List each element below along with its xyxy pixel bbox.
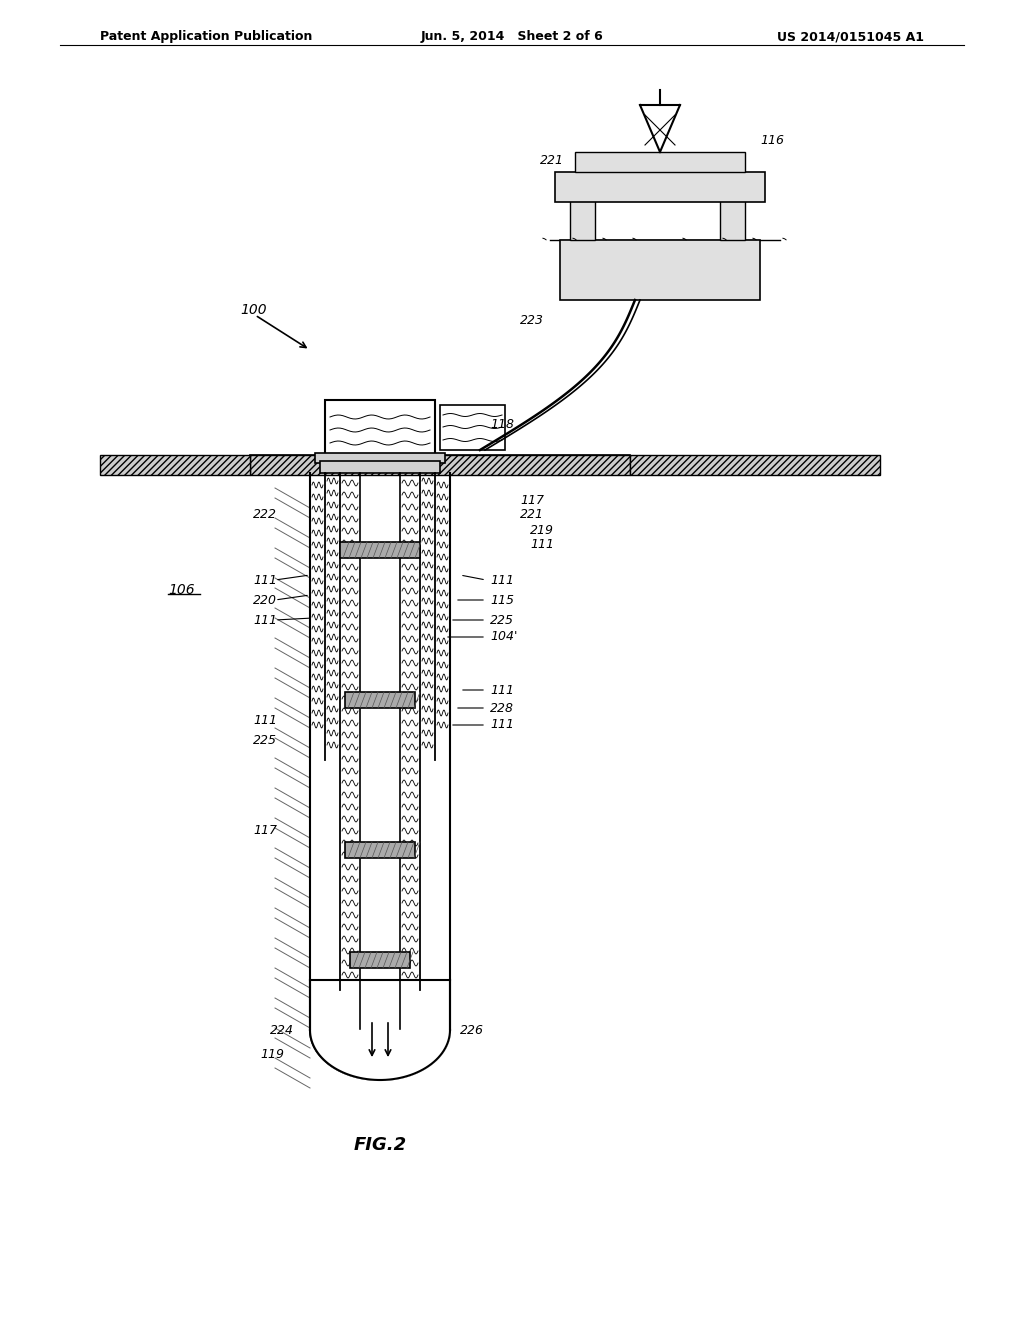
Bar (720, 201, 745, 240)
Bar (340, 543, 420, 558)
Text: 104': 104' (490, 631, 517, 644)
Text: 221: 221 (540, 153, 564, 166)
Text: 115: 115 (490, 594, 514, 606)
Bar (319, 461, 440, 473)
Text: 111: 111 (490, 684, 514, 697)
Bar (630, 455, 880, 475)
Bar (345, 842, 415, 858)
Text: 119: 119 (260, 1048, 284, 1061)
Text: 226: 226 (460, 1023, 484, 1036)
Bar (350, 952, 410, 968)
Text: 111: 111 (530, 539, 554, 552)
Bar (100, 455, 250, 475)
Text: 117: 117 (520, 494, 544, 507)
Bar (325, 400, 435, 455)
Bar (555, 172, 765, 202)
Text: US 2014/0151045 A1: US 2014/0151045 A1 (777, 30, 924, 44)
Bar (570, 201, 595, 240)
Text: 111: 111 (253, 714, 278, 726)
Text: 118: 118 (490, 418, 514, 432)
Text: 100: 100 (240, 304, 266, 317)
Text: 111: 111 (253, 614, 278, 627)
Text: 220: 220 (253, 594, 278, 606)
Text: 111: 111 (490, 573, 514, 586)
Bar (440, 405, 505, 450)
Bar (575, 152, 745, 172)
Text: 116: 116 (760, 133, 784, 147)
Text: 222: 222 (253, 508, 278, 521)
Text: Jun. 5, 2014   Sheet 2 of 6: Jun. 5, 2014 Sheet 2 of 6 (421, 30, 603, 44)
Text: 111: 111 (490, 718, 514, 731)
Text: 225: 225 (253, 734, 278, 747)
Text: Patent Application Publication: Patent Application Publication (100, 30, 312, 44)
Bar (315, 453, 445, 463)
Text: 221: 221 (520, 508, 544, 521)
Text: 225: 225 (490, 614, 514, 627)
Text: 224: 224 (270, 1023, 294, 1036)
Bar (250, 455, 630, 475)
Text: 228: 228 (490, 701, 514, 714)
Bar (345, 692, 415, 708)
Text: 106: 106 (168, 583, 195, 597)
Bar (560, 240, 760, 300)
Text: 117: 117 (253, 824, 278, 837)
Text: 111: 111 (253, 573, 278, 586)
Text: 223: 223 (520, 314, 544, 326)
Text: 219: 219 (530, 524, 554, 536)
Text: FIG.2: FIG.2 (353, 1137, 407, 1154)
